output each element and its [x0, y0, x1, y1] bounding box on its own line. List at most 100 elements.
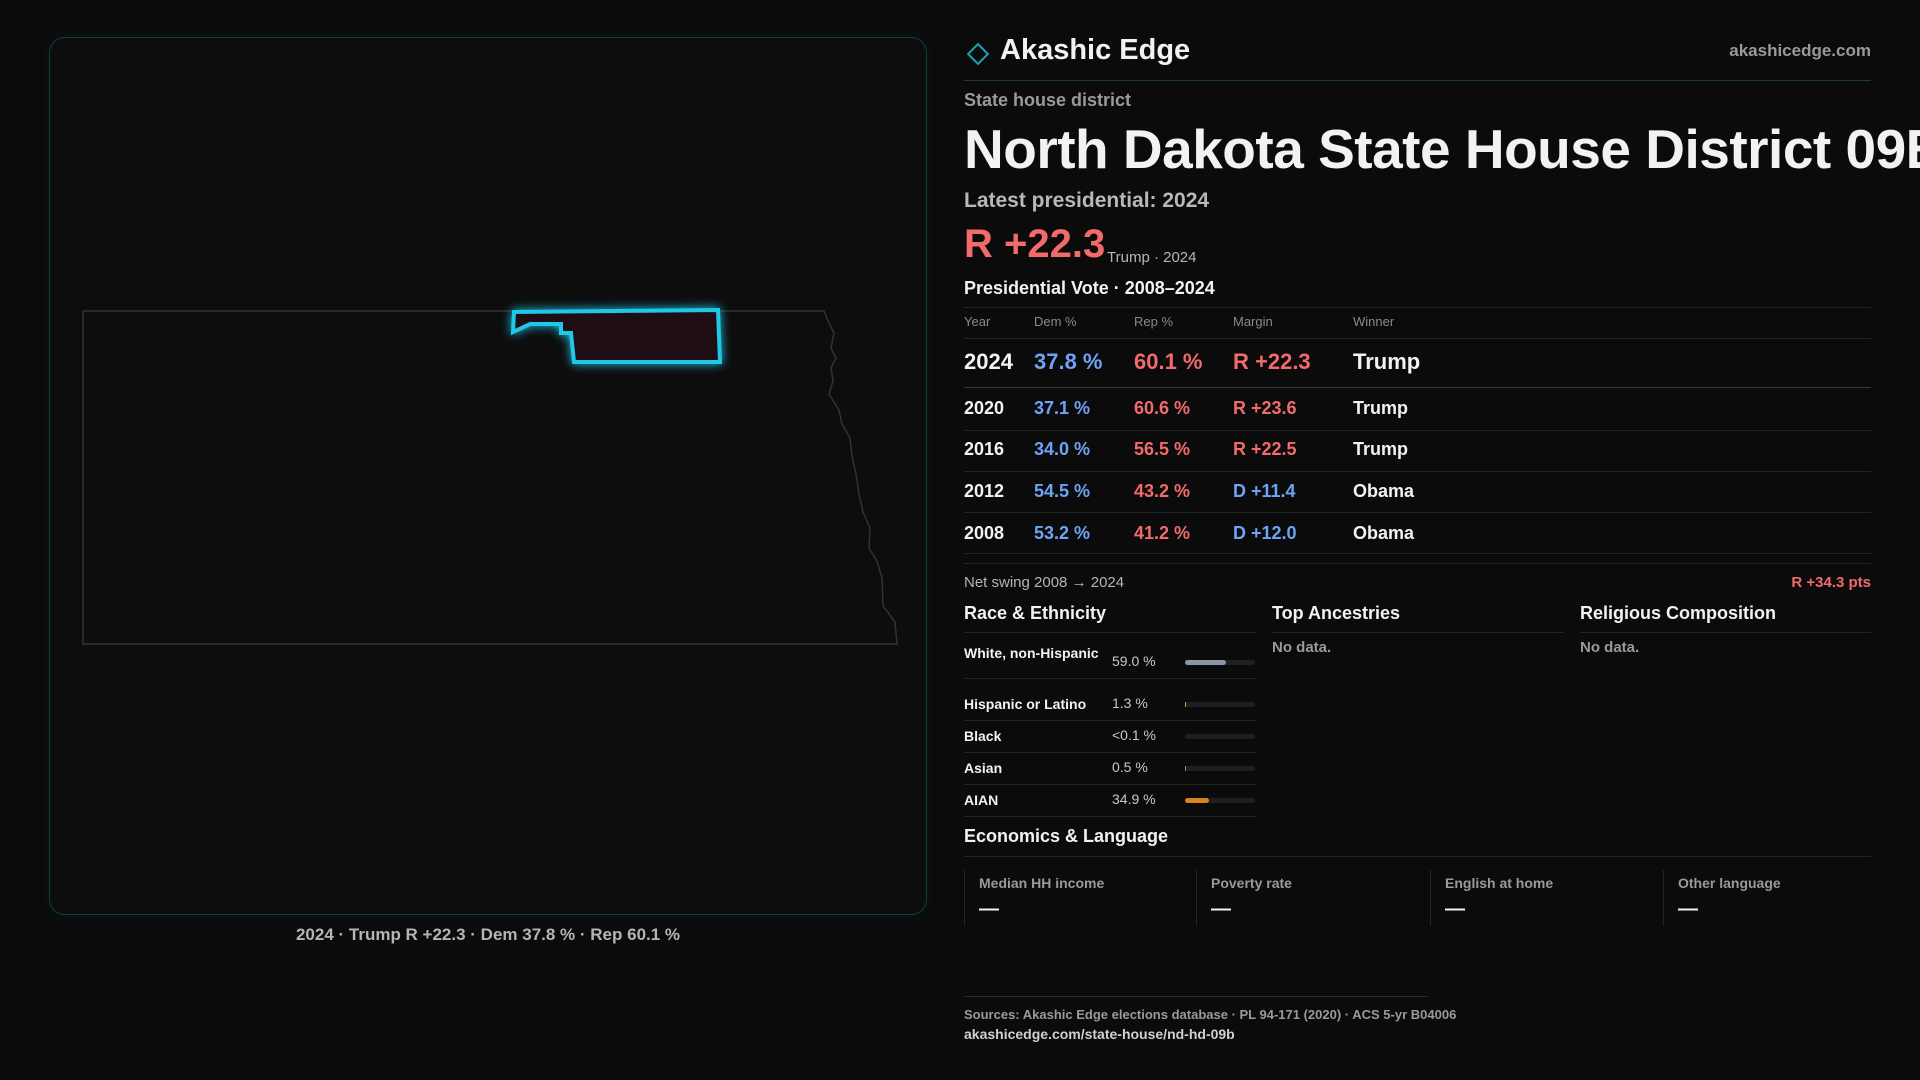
race-label: Black	[964, 728, 1002, 744]
bar	[1185, 702, 1186, 707]
table-cell: 2012	[964, 481, 1005, 501]
section-title: Presidential Vote · 2008–2024	[964, 278, 1215, 298]
race-value: 0.5 %	[1112, 759, 1148, 775]
bar	[1185, 798, 1210, 803]
table-cell: 2016	[964, 439, 1005, 459]
column-header: Year	[964, 314, 991, 329]
column-header: Margin	[1233, 314, 1273, 329]
latest-label: Latest presidential: 2024	[964, 189, 1210, 212]
divider	[964, 307, 1871, 308]
econ-cell	[1663, 870, 1664, 926]
map-panel	[49, 37, 927, 915]
race-value: 59.0 %	[1112, 653, 1156, 669]
column-header: Dem %	[1034, 314, 1077, 329]
table-cell: Trump	[1353, 439, 1409, 459]
site-link[interactable]: akashicedge.com	[1729, 41, 1871, 60]
divider	[964, 563, 1871, 564]
section-title: Religious Composition	[1580, 603, 1776, 623]
econ-label: Poverty rate	[1211, 875, 1292, 891]
divider	[964, 996, 1428, 997]
table-cell: Obama	[1353, 523, 1415, 543]
bar-track	[1185, 766, 1255, 771]
econ-cell	[1196, 870, 1197, 926]
table-cell: D +12.0	[1233, 523, 1297, 543]
table-cell: 41.2 %	[1134, 523, 1191, 543]
race-label: White, non-Hispanic	[964, 645, 1099, 661]
divider	[964, 752, 1256, 753]
map-caption: 2024 · Trump R +22.3 · Dem 37.8 % · Rep …	[295, 925, 681, 944]
race-value: 1.3 %	[1112, 695, 1148, 711]
swing-value: R +34.3 pts	[1791, 574, 1871, 591]
district-outline	[510, 307, 723, 364]
econ-cell	[964, 870, 965, 926]
table-cell: R +22.5	[1233, 439, 1297, 459]
table-cell: 53.2 %	[1034, 523, 1091, 543]
section-title: Race & Ethnicity	[964, 603, 1107, 623]
econ-value: —	[979, 898, 999, 920]
no-data: No data.	[1580, 639, 1640, 656]
brand: Akashic Edge	[1000, 34, 1191, 66]
race-value: <0.1 %	[1112, 727, 1156, 743]
table-cell: 60.1 %	[1134, 349, 1203, 374]
section-title: Top Ancestries	[1272, 603, 1401, 623]
sources: Sources: Akashic Edge elections database…	[964, 1007, 1457, 1022]
divider	[964, 80, 1871, 81]
section-title: Economics & Language	[964, 826, 1169, 846]
district-map	[82, 307, 898, 645]
table-cell: 54.5 %	[1034, 481, 1091, 501]
table-cell: Obama	[1353, 481, 1415, 501]
table-cell: 56.5 %	[1134, 439, 1191, 459]
table-cell: 37.8 %	[1034, 349, 1103, 374]
divider	[1272, 632, 1564, 633]
swing-label: Net swing 2008 → 2024	[964, 574, 1125, 591]
econ-value: —	[1445, 898, 1465, 920]
divider	[964, 338, 1871, 339]
district-title: North Dakota State House District 09B	[964, 118, 1920, 180]
table-cell: 43.2 %	[1134, 481, 1191, 501]
margin-note: Trump · 2024	[1107, 249, 1197, 266]
divider	[964, 720, 1256, 721]
table-cell: 2008	[964, 523, 1005, 543]
bar	[1185, 660, 1227, 665]
divider	[964, 856, 1871, 857]
econ-label: Other language	[1678, 875, 1781, 891]
table-cell: 60.6 %	[1134, 398, 1191, 418]
table-cell: 2020	[964, 398, 1005, 418]
econ-label: English at home	[1445, 875, 1554, 891]
table-cell: 37.1 %	[1034, 398, 1091, 418]
econ-value: —	[1678, 898, 1698, 920]
column-header: Rep %	[1134, 314, 1174, 329]
econ-cell	[1430, 870, 1431, 926]
state-outline	[82, 310, 898, 645]
table-cell: Trump	[1353, 349, 1421, 374]
econ-value: —	[1211, 898, 1231, 920]
page-url[interactable]: akashicedge.com/state-house/nd-hd-09b	[964, 1026, 1235, 1042]
no-data: No data.	[1272, 639, 1332, 656]
divider	[964, 784, 1256, 785]
race-label: Asian	[964, 760, 1003, 776]
divider	[964, 471, 1871, 472]
divider	[964, 512, 1871, 513]
latest-margin: R +22.3	[964, 222, 1106, 266]
table-cell: D +11.4	[1233, 481, 1296, 501]
column-header: Winner	[1353, 314, 1395, 329]
econ-label: Median HH income	[979, 875, 1105, 891]
district-kind: State house district	[964, 90, 1132, 110]
race-label: Hispanic or Latino	[964, 696, 1087, 712]
bar-track	[1185, 702, 1255, 707]
divider	[1580, 632, 1871, 633]
table-cell: Trump	[1353, 398, 1409, 418]
divider	[964, 678, 1256, 679]
divider	[964, 632, 1256, 633]
bar-track	[1185, 734, 1255, 739]
divider	[964, 553, 1871, 554]
table-cell: R +23.6	[1233, 398, 1297, 418]
brand-icon	[966, 42, 990, 66]
race-value: 34.9 %	[1112, 791, 1156, 807]
table-cell: R +22.3	[1233, 349, 1311, 374]
divider	[964, 430, 1871, 431]
table-cell: 34.0 %	[1034, 439, 1091, 459]
divider	[964, 387, 1871, 388]
race-label: AIAN	[964, 792, 999, 808]
